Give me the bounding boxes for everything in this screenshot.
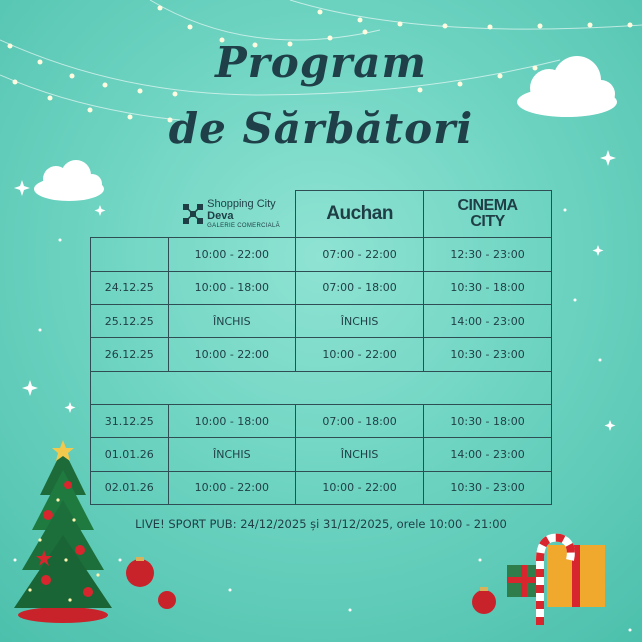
page-title-line1: Program: [215, 38, 427, 87]
cinema-city-logo-line1: CINEMA: [457, 197, 518, 215]
shopping-city-hours: ÎNCHIS: [167, 304, 297, 339]
shopping-city-hours: 10:00 - 18:00: [167, 404, 297, 439]
auchan-hours: ÎNCHIS: [295, 437, 425, 472]
table-row: 24.12.25 10:00 - 18:00 07:00 - 18:00 10:…: [90, 270, 552, 306]
cinema-city-hours: 12:30 - 23:00: [423, 237, 552, 272]
cinema-city-hours: 10:30 - 18:00: [423, 404, 552, 439]
row-date: 25.12.25: [90, 304, 169, 339]
shopping-city-hours: 10:00 - 22:00: [167, 337, 297, 372]
table-row: 25.12.25 ÎNCHIS ÎNCHIS 14:00 - 23:00: [90, 304, 552, 339]
spacer-row: [90, 370, 552, 406]
cloud-right-decoration: [517, 56, 617, 117]
auchan-logo: Auchan: [326, 203, 393, 225]
shopping-city-logo-icon: [183, 203, 204, 224]
auchan-hours: 10:00 - 22:00: [295, 470, 425, 506]
auchan-hours: 07:00 - 18:00: [295, 270, 425, 306]
auchan-hours: 07:00 - 18:00: [295, 404, 425, 439]
brand-auchan: Auchan: [295, 189, 425, 239]
cinema-city-hours: 14:00 - 23:00: [423, 437, 552, 472]
brand-header-row: Shopping City Deva GALERIE COMERCIALĂ Au…: [91, 189, 552, 239]
row-date: [90, 237, 169, 272]
ornaments-left-decoration: [126, 557, 176, 609]
table-row: 02.01.26 10:00 - 22:00 10:00 - 22:00 10:…: [90, 470, 552, 506]
cinema-city-hours: 10:30 - 23:00: [423, 470, 552, 506]
table-row: 31.12.25 10:00 - 18:00 07:00 - 18:00 10:…: [90, 404, 552, 439]
cloud-left-decoration: [34, 160, 104, 201]
shopping-city-hours: 10:00 - 22:00: [167, 470, 297, 506]
page-title-line2: de Sărbători: [168, 104, 474, 153]
row-date: 24.12.25: [90, 270, 169, 306]
footer-note: LIVE! SPORT PUB: 24/12/2025 și 31/12/202…: [135, 517, 507, 531]
cinema-city-hours: 10:30 - 18:00: [423, 270, 552, 306]
cinema-city-logo-line2: CITY: [470, 213, 505, 231]
cinema-city-hours: 10:30 - 23:00: [423, 337, 552, 372]
shopping-city-subtitle: GALERIE COMERCIALĂ: [207, 222, 280, 229]
auchan-hours: 10:00 - 22:00: [295, 337, 425, 372]
row-date: 02.01.26: [90, 470, 169, 506]
shopping-city-hours: ÎNCHIS: [167, 437, 297, 472]
christmas-tree-illustration: [14, 440, 112, 623]
table-row: 01.01.26 ÎNCHIS ÎNCHIS 14:00 - 23:00: [90, 437, 552, 472]
row-date: 26.12.25: [90, 337, 169, 372]
shopping-city-city: Deva: [207, 209, 234, 222]
table-row: 26.12.25 10:00 - 22:00 10:00 - 22:00 10:…: [90, 337, 552, 372]
row-date: 01.01.26: [90, 437, 169, 472]
shopping-city-hours: 10:00 - 22:00: [167, 237, 297, 272]
table-row: 10:00 - 22:00 07:00 - 22:00 12:30 - 23:0…: [90, 237, 552, 272]
empty-spacer-cell: [90, 370, 552, 406]
empty-corner-cell: [91, 191, 169, 238]
shopping-city-hours: 10:00 - 18:00: [167, 270, 297, 306]
string-lights-decoration: [0, 0, 642, 123]
schedule-table: Shopping City Deva GALERIE COMERCIALĂ Au…: [90, 189, 552, 506]
cinema-city-hours: 14:00 - 23:00: [423, 304, 552, 339]
auchan-hours: ÎNCHIS: [295, 304, 425, 339]
brand-cinema-city: CINEMA CITY: [423, 189, 552, 239]
brand-shopping-city: Shopping City Deva GALERIE COMERCIALĂ: [168, 191, 296, 238]
shopping-city-name: Shopping City: [207, 197, 276, 210]
auchan-hours: 07:00 - 22:00: [295, 237, 425, 272]
gifts-decoration: [472, 533, 605, 625]
row-date: 31.12.25: [90, 404, 169, 439]
